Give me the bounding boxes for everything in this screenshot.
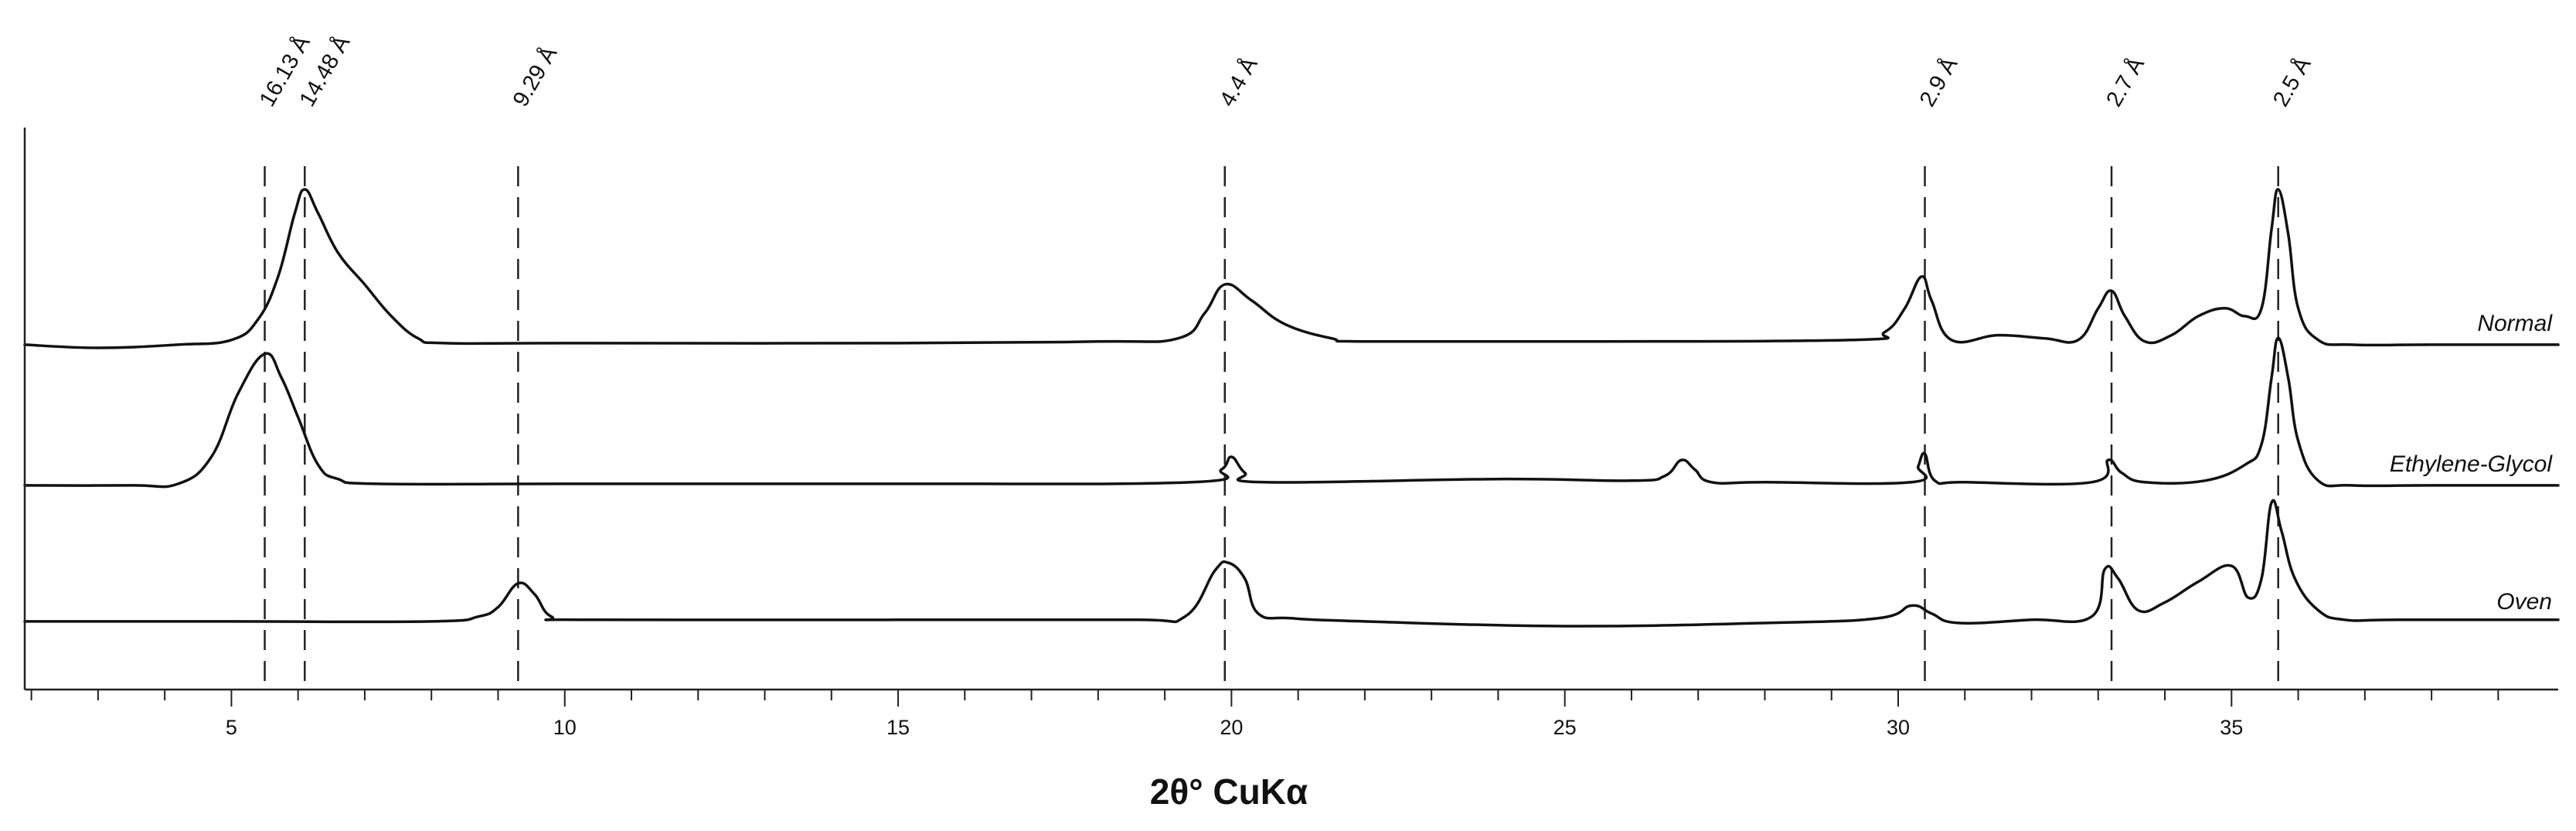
series-labels: Normal Ethylene-Glycol Oven	[2390, 311, 2553, 615]
reference-label: 2.5 Å	[2268, 53, 2316, 111]
reference-label: 2.7 Å	[2101, 53, 2150, 111]
reference-lines	[264, 166, 2279, 690]
x-tick-label: 20	[1220, 716, 1243, 739]
x-tick-label: 30	[1887, 716, 1910, 739]
x-tick-label: 35	[2220, 716, 2243, 739]
series-label: Ethylene-Glycol	[2390, 451, 2553, 477]
series-label: Oven	[2496, 589, 2552, 615]
x-tick-label: 15	[886, 716, 910, 739]
series-label: Normal	[2477, 311, 2553, 336]
axes	[23, 128, 2558, 691]
reference-label: 9.29 Å	[508, 42, 563, 111]
x-tick-label: 25	[1553, 716, 1577, 739]
series-line	[23, 188, 2560, 349]
x-axis-title: 2θ° CuKα	[1150, 771, 1308, 812]
x-tick-label: 10	[553, 716, 577, 739]
series-line	[23, 336, 2560, 489]
x-ticks: 5 10 15 20 25 30 35	[30, 690, 2499, 739]
series-traces	[23, 188, 2560, 628]
reference-labels: 16.13 Å14.48 Å 9.29 Å 4.4 Å 2.9 Å 2.7 Å 2.5 Å	[254, 31, 2316, 111]
reference-label: 2.9 Å	[1914, 53, 1963, 111]
reference-label: 4.4 Å	[1214, 53, 1263, 111]
x-tick-label: 5	[226, 716, 237, 739]
series-line	[23, 499, 2560, 628]
